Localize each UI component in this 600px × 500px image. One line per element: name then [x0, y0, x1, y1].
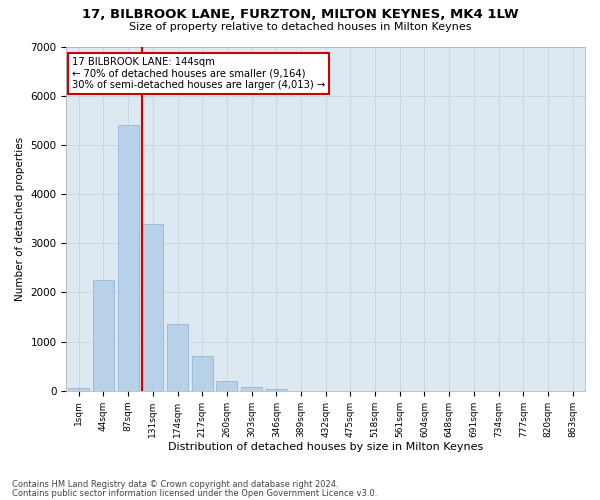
Bar	[167, 324, 188, 391]
Text: Size of property relative to detached houses in Milton Keynes: Size of property relative to detached ho…	[129, 22, 471, 32]
Text: 17 BILBROOK LANE: 144sqm
← 70% of detached houses are smaller (9,164)
30% of sem: 17 BILBROOK LANE: 144sqm ← 70% of detach…	[71, 57, 325, 90]
Text: 17, BILBROOK LANE, FURZTON, MILTON KEYNES, MK4 1LW: 17, BILBROOK LANE, FURZTON, MILTON KEYNE…	[82, 8, 518, 20]
Text: Contains HM Land Registry data © Crown copyright and database right 2024.: Contains HM Land Registry data © Crown c…	[12, 480, 338, 489]
Text: Contains public sector information licensed under the Open Government Licence v3: Contains public sector information licen…	[12, 488, 377, 498]
Bar	[192, 356, 213, 391]
Y-axis label: Number of detached properties: Number of detached properties	[15, 136, 25, 300]
Bar	[241, 387, 262, 391]
Bar	[93, 280, 114, 391]
Bar	[68, 388, 89, 391]
Bar	[118, 125, 139, 391]
X-axis label: Distribution of detached houses by size in Milton Keynes: Distribution of detached houses by size …	[168, 442, 484, 452]
Bar	[217, 381, 238, 391]
Bar	[266, 390, 287, 391]
Bar	[142, 224, 163, 391]
